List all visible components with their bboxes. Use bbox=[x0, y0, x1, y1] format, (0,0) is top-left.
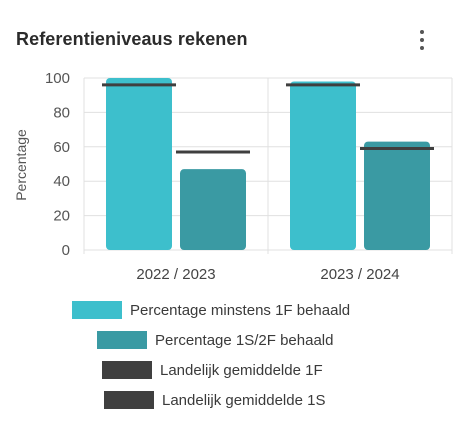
legend-label-1s: Percentage 1S/2F behaald bbox=[155, 331, 334, 349]
y-tick-label: 60 bbox=[53, 139, 70, 156]
card-title: Referentieniveaus rekenen bbox=[16, 29, 248, 49]
y-tick-label: 20 bbox=[53, 208, 70, 225]
bar-1s-0[interactable] bbox=[180, 169, 246, 250]
legend-item-avg-1s[interactable]: Landelijk gemiddelde 1S bbox=[104, 391, 325, 409]
legend-label-1f: Percentage minstens 1F behaald bbox=[130, 301, 351, 319]
legend-item-1s[interactable]: Percentage 1S/2F behaald bbox=[97, 331, 333, 349]
legend-label-avg-1s: Landelijk gemiddelde 1S bbox=[162, 391, 326, 409]
y-tick-label: 0 bbox=[62, 242, 70, 259]
bar-1f-0[interactable] bbox=[106, 78, 172, 250]
legend-swatch-1f bbox=[72, 301, 122, 319]
y-tick-label: 80 bbox=[53, 104, 70, 121]
x-tick-label: 2023 / 2024 bbox=[320, 266, 399, 283]
y-tick-label: 40 bbox=[53, 173, 70, 190]
reference-lines bbox=[102, 83, 434, 154]
y-tick-labels: 0 20 40 60 80 100 bbox=[45, 70, 70, 259]
legend-item-avg-1f[interactable]: Landelijk gemiddelde 1F bbox=[102, 361, 323, 379]
x-tick-label: 2022 / 2023 bbox=[136, 266, 215, 283]
bar-1s-1[interactable] bbox=[364, 141, 430, 250]
x-tick-labels: 2022 / 2023 2023 / 2024 bbox=[136, 266, 399, 283]
legend-label-avg-1f: Landelijk gemiddelde 1F bbox=[160, 361, 323, 379]
y-tick-label: 100 bbox=[45, 70, 70, 87]
legend-swatch-avg-1s bbox=[104, 391, 154, 409]
legend-item-1f[interactable]: Percentage minstens 1F behaald bbox=[72, 301, 350, 319]
bars bbox=[106, 78, 430, 250]
bar-1f-1[interactable] bbox=[290, 81, 356, 250]
bar-chart: 0 20 40 60 80 100 2022 / 2023 2023 / 2024 Perc… bbox=[13, 70, 453, 283]
more-options-icon[interactable] bbox=[410, 26, 434, 54]
legend-swatch-1s bbox=[97, 331, 147, 349]
y-axis-label: Percentage bbox=[13, 129, 29, 201]
legend-swatch-avg-1f bbox=[102, 361, 152, 379]
